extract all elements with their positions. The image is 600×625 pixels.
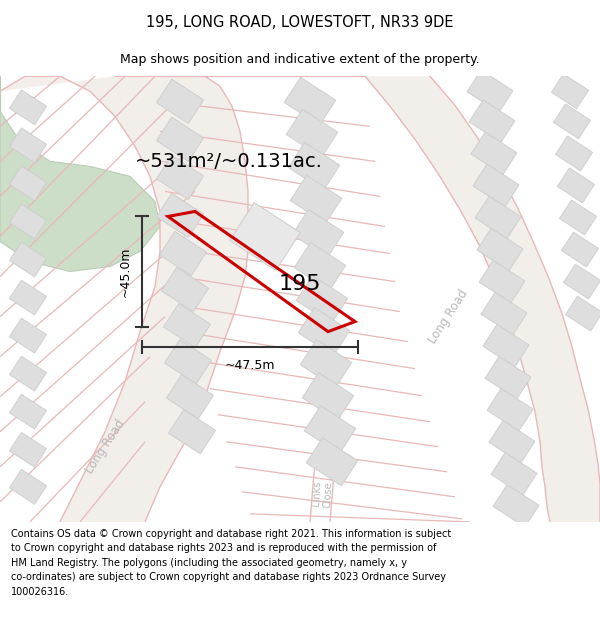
Polygon shape: [166, 374, 214, 419]
Text: Long Road: Long Road: [83, 418, 127, 476]
Polygon shape: [161, 268, 209, 312]
Polygon shape: [302, 372, 354, 421]
Text: ~47.5m: ~47.5m: [225, 359, 275, 372]
Polygon shape: [562, 232, 599, 267]
Polygon shape: [365, 76, 600, 522]
Polygon shape: [0, 76, 160, 271]
Polygon shape: [493, 484, 539, 527]
Text: ~531m²/~0.131ac.: ~531m²/~0.131ac.: [135, 152, 323, 171]
Polygon shape: [296, 276, 348, 324]
Polygon shape: [10, 280, 47, 315]
Polygon shape: [294, 242, 346, 291]
Polygon shape: [10, 166, 47, 201]
Polygon shape: [298, 308, 350, 356]
Polygon shape: [230, 202, 301, 271]
Polygon shape: [0, 76, 248, 522]
Polygon shape: [491, 452, 537, 495]
Polygon shape: [475, 196, 521, 239]
Polygon shape: [483, 324, 529, 367]
Polygon shape: [164, 339, 212, 384]
Polygon shape: [300, 339, 352, 388]
Polygon shape: [10, 318, 47, 353]
Polygon shape: [553, 104, 590, 139]
Text: Map shows position and indicative extent of the property.: Map shows position and indicative extent…: [120, 53, 480, 66]
Polygon shape: [157, 79, 203, 123]
Text: Contains OS data © Crown copyright and database right 2021. This information is : Contains OS data © Crown copyright and d…: [11, 529, 451, 597]
Polygon shape: [286, 109, 338, 158]
Polygon shape: [471, 132, 517, 174]
Polygon shape: [304, 406, 356, 454]
Polygon shape: [559, 200, 596, 235]
Text: 195: 195: [279, 274, 321, 294]
Polygon shape: [306, 438, 358, 486]
Polygon shape: [163, 304, 211, 348]
Polygon shape: [485, 356, 531, 399]
Polygon shape: [10, 242, 47, 277]
Polygon shape: [290, 176, 342, 224]
Polygon shape: [10, 90, 47, 125]
Polygon shape: [284, 78, 336, 126]
Polygon shape: [487, 388, 533, 431]
Polygon shape: [157, 193, 203, 238]
Polygon shape: [10, 432, 47, 468]
Polygon shape: [551, 74, 589, 109]
Polygon shape: [160, 231, 206, 276]
Polygon shape: [10, 204, 47, 239]
Polygon shape: [469, 100, 515, 142]
Polygon shape: [565, 296, 600, 331]
Polygon shape: [157, 118, 203, 161]
Polygon shape: [292, 209, 344, 258]
Polygon shape: [479, 260, 525, 303]
Polygon shape: [157, 155, 203, 199]
Polygon shape: [10, 128, 47, 162]
Polygon shape: [10, 394, 47, 429]
Text: ~45.0m: ~45.0m: [119, 246, 132, 297]
Text: 195, LONG ROAD, LOWESTOFT, NR33 9DE: 195, LONG ROAD, LOWESTOFT, NR33 9DE: [146, 16, 454, 31]
Polygon shape: [473, 164, 519, 207]
Polygon shape: [556, 136, 593, 171]
Polygon shape: [481, 292, 527, 335]
Polygon shape: [563, 264, 600, 299]
Polygon shape: [169, 409, 215, 454]
Polygon shape: [10, 356, 47, 391]
Polygon shape: [557, 168, 595, 203]
Polygon shape: [467, 70, 513, 112]
Polygon shape: [489, 421, 535, 463]
Text: Links
Close: Links Close: [311, 480, 334, 508]
Polygon shape: [477, 228, 523, 271]
Text: Long Road: Long Road: [426, 288, 470, 346]
Polygon shape: [288, 142, 340, 191]
Polygon shape: [10, 469, 47, 504]
